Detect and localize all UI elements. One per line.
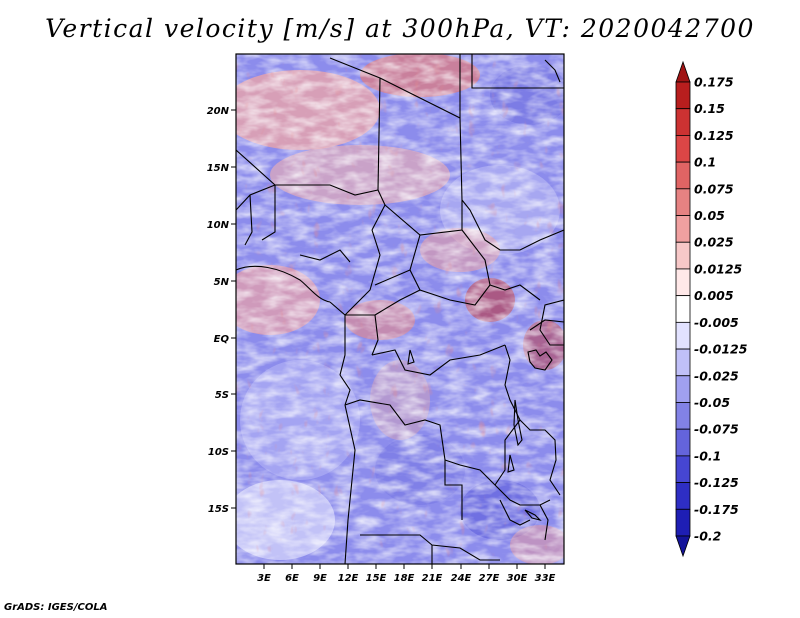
map-plot-area: [236, 54, 564, 564]
colorbar-label: -0.075: [694, 422, 739, 437]
lon-label: 3E: [257, 573, 271, 584]
map-frame: [235, 53, 565, 565]
lon-label: 24E: [451, 573, 472, 584]
colorbar-segment: [675, 455, 691, 483]
lat-label: 20N: [207, 106, 230, 117]
colorbar-segment: [675, 135, 691, 163]
colorbar-segment: [675, 535, 691, 558]
colorbar-label: 0.15: [694, 101, 725, 116]
colorbar-segment: [675, 161, 691, 190]
lon-label: 21E: [422, 573, 443, 584]
colorbar-segment: [675, 215, 691, 243]
lat-label: 5N: [214, 277, 230, 288]
colorbar-segment: [675, 508, 691, 537]
lon-label: 6E: [285, 573, 299, 584]
colorbar-label: 0.0125: [694, 261, 743, 276]
lat-label: 15N: [207, 163, 230, 174]
colorbar-segment: [675, 348, 691, 377]
lon-label: 9E: [313, 573, 327, 584]
lon-label: 18E: [394, 573, 415, 584]
lat-label: 15S: [208, 504, 229, 515]
colorbar-label: -0.0125: [694, 342, 748, 357]
colorbar-label: -0.05: [694, 395, 730, 410]
colorbar-label: 0.025: [694, 235, 734, 250]
lon-axis: 3E 6E 9E 12E 15E 18E 21E 24E 27E 30E 33E: [257, 564, 556, 584]
colorbar-label: -0.1: [694, 448, 721, 463]
colorbar-label: 0.175: [694, 75, 734, 90]
colorbar-segment: [675, 402, 691, 430]
chart-title: Vertical velocity [m/s] at 300hPa, VT: 2…: [45, 14, 755, 43]
lon-label: 27E: [479, 573, 500, 584]
lon-label: 30E: [507, 573, 528, 584]
colorbar-segment: [675, 108, 691, 136]
colorbar-label: 0.075: [694, 181, 734, 196]
colorbar-label: 0.05: [694, 208, 725, 223]
colorbar-segment: [675, 482, 691, 510]
colorbar-segment: [675, 295, 691, 323]
colorbar-label: -0.2: [694, 529, 721, 544]
colorbar-label: 0.125: [694, 128, 734, 143]
lat-label: 5S: [215, 390, 229, 401]
colorbar-label: 0.1: [694, 155, 716, 170]
colorbar-segment: [675, 60, 691, 83]
colorbar-label: 0.005: [694, 288, 734, 303]
colorbar-segment: [675, 241, 691, 270]
colorbar-segment: [675, 268, 691, 297]
lat-label: EQ: [214, 334, 230, 345]
colorbar-label: -0.025: [694, 368, 739, 383]
colorbar-segment: [675, 375, 691, 403]
lat-label: 10N: [207, 220, 230, 231]
lat-label: 10S: [208, 447, 229, 458]
colorbar-label: -0.175: [694, 502, 739, 517]
colorbar-segment: [675, 428, 691, 457]
lat-axis: 20N 15N 10N 5N EQ 5S 10S 15S: [207, 106, 236, 515]
lon-label: 33E: [535, 573, 556, 584]
colorbar-segment: [675, 81, 691, 110]
colorbar: 0.175 0.15 0.125 0.1 0.075 0.05 0.025 0.0125 0.0…: [675, 60, 748, 558]
lon-label: 12E: [338, 573, 359, 584]
colorbar-segment: [675, 321, 691, 350]
colorbar-segment: [675, 188, 691, 216]
lon-label: 15E: [366, 573, 387, 584]
colorbar-label: -0.005: [694, 315, 739, 330]
credit-label: GrADS: IGES/COLA: [4, 602, 108, 613]
colorbar-label: -0.125: [694, 475, 739, 490]
